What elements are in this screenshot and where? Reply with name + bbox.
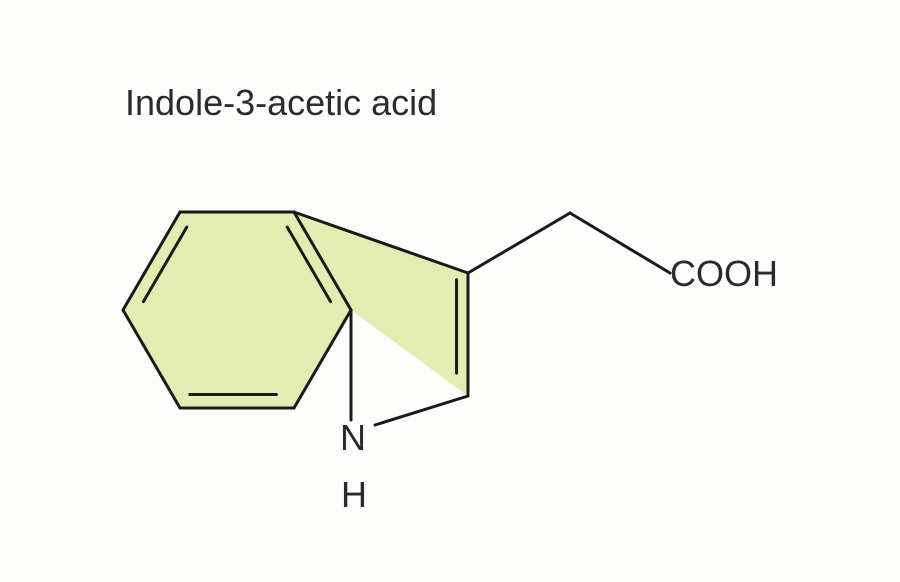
molecule-diagram: Indole-3-acetic acid N H COOH: [0, 0, 900, 582]
atom-label-n: N: [340, 417, 366, 458]
atom-label-h: H: [341, 474, 367, 515]
atom-label-cooh: COOH: [670, 253, 778, 294]
compound-title: Indole-3-acetic acid: [125, 82, 437, 123]
